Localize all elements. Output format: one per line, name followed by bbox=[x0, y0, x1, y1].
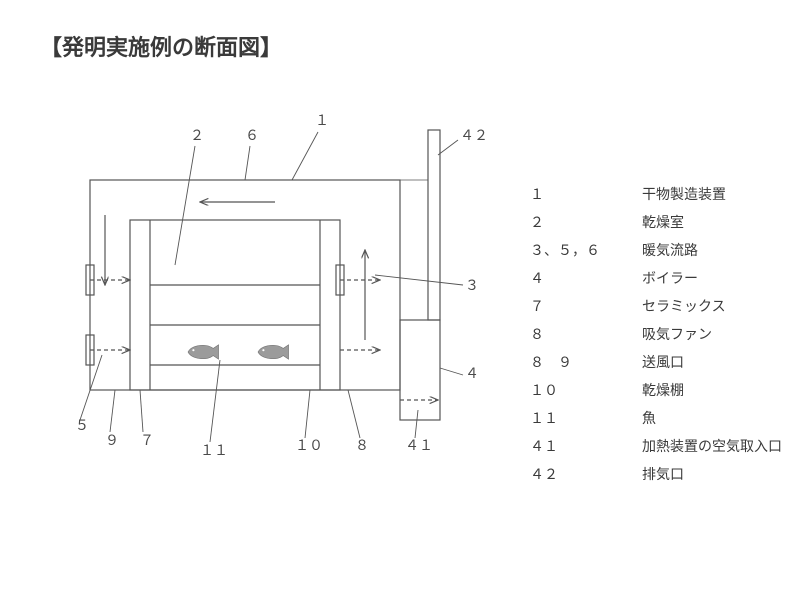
diagram-svg: １ ２ ６ ４２ ３ ４ ５９ ７ １１ １０ ８ ４１ bbox=[60, 100, 500, 480]
cross-section-diagram: １ ２ ６ ４２ ３ ４ ５９ ７ １１ １０ ８ ４１ bbox=[60, 100, 500, 480]
callout-number: ２ bbox=[190, 127, 204, 143]
fish-icon bbox=[188, 345, 219, 359]
fish-icon bbox=[258, 345, 289, 359]
callout-number: ８ bbox=[355, 437, 369, 453]
callout-number: ５ bbox=[75, 417, 89, 433]
callout-number: １０ bbox=[295, 437, 323, 453]
callout-number: １１ bbox=[200, 442, 228, 458]
callout-number: １ bbox=[315, 112, 329, 128]
callout-number: ７ bbox=[140, 432, 154, 448]
callout-number: ９ bbox=[105, 432, 119, 448]
callout-number: ４２ bbox=[460, 127, 488, 143]
callout-number: ４１ bbox=[405, 437, 433, 453]
callout-number: ４ bbox=[465, 365, 479, 381]
callout-number: ３ bbox=[465, 277, 479, 293]
legend-list: １ 干物製造装置 ２ 乾燥室 ３、５，６ 暖気流路 ４ ボイラー ７ セラミック… bbox=[530, 180, 782, 488]
page-title: 【発明実施例の断面図】 bbox=[40, 30, 282, 62]
callout-number: ６ bbox=[245, 127, 259, 143]
